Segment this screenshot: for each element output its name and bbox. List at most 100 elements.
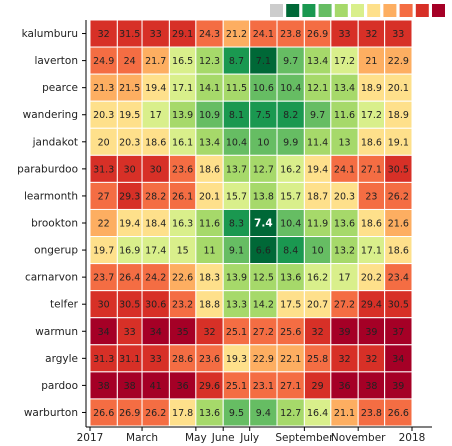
cell-value-label: 18.6 bbox=[199, 164, 220, 175]
cell-value-label: 17 bbox=[150, 110, 162, 121]
cell-value-label: 19.7 bbox=[93, 246, 114, 257]
cell-value-label: 31.3 bbox=[93, 354, 114, 365]
heatmap-cell bbox=[116, 208, 143, 238]
cell-value-label: 22.6 bbox=[172, 273, 193, 284]
cell-value-label: 12.7 bbox=[280, 408, 301, 419]
heatmap-cell bbox=[222, 73, 251, 102]
heatmap-cell bbox=[249, 19, 278, 48]
cell-value-label: 34 bbox=[392, 354, 404, 365]
cell-value-label: 27.2 bbox=[334, 300, 355, 311]
heatmap-cell bbox=[249, 344, 278, 373]
cell-value-label: 19.1 bbox=[388, 137, 409, 148]
heatmap-cell bbox=[89, 317, 118, 346]
x-tick-label: 2018 bbox=[399, 432, 426, 444]
cell-value-label: 10.4 bbox=[280, 219, 301, 230]
cell-value-label: 13.6 bbox=[334, 219, 355, 230]
cell-value-label: 29.3 bbox=[119, 191, 140, 202]
row-label: warburton bbox=[24, 407, 78, 419]
cell-value-label: 15.7 bbox=[280, 191, 301, 202]
cell-value-label: 41 bbox=[150, 381, 162, 392]
cell-value-label: 21.6 bbox=[388, 219, 409, 230]
heatmap-cell bbox=[303, 46, 332, 75]
cell-value-label: 19.3 bbox=[226, 354, 247, 365]
cell-value-label: 13.2 bbox=[334, 246, 355, 257]
heatmap-cell bbox=[384, 46, 413, 75]
cell-value-label: 28.2 bbox=[145, 191, 166, 202]
heatmap-cell bbox=[195, 371, 224, 400]
cell-value-label: 32 bbox=[98, 29, 110, 40]
heatmap-cell bbox=[330, 46, 359, 75]
cell-value-label: 29.1 bbox=[172, 29, 193, 40]
cell-value-label: 10 bbox=[312, 246, 324, 257]
cell-value-label: 10.4 bbox=[226, 137, 247, 148]
cell-value-label: 24 bbox=[124, 56, 136, 67]
heatmap-cell bbox=[168, 154, 197, 183]
cell-value-label: 16.9 bbox=[119, 246, 140, 257]
cell-value-label: 21.5 bbox=[119, 83, 140, 94]
row-label: pardoo bbox=[41, 380, 78, 392]
cell-value-label: 8.3 bbox=[229, 219, 244, 230]
legend-swatch bbox=[286, 4, 300, 17]
cell-value-label: 13.7 bbox=[226, 164, 247, 175]
cell-value-label: 27.1 bbox=[280, 381, 301, 392]
cell-value-label: 23.6 bbox=[172, 164, 193, 175]
heatmap-cell bbox=[330, 317, 359, 346]
cell-value-label: 8.4 bbox=[283, 246, 298, 257]
heatmap-cell bbox=[384, 154, 413, 183]
cell-value-label: 23.2 bbox=[172, 300, 193, 311]
cell-value-label: 22.9 bbox=[253, 354, 274, 365]
cell-value-label: 11.6 bbox=[334, 110, 355, 121]
x-tick-label: March bbox=[126, 432, 158, 444]
heatmap-cell bbox=[276, 398, 305, 427]
cell-value-label: 30 bbox=[124, 164, 136, 175]
cell-value-label: 13.9 bbox=[172, 110, 193, 121]
cell-value-label: 18.6 bbox=[361, 137, 382, 148]
cell-value-label: 17.2 bbox=[361, 110, 382, 121]
heatmap-cell bbox=[141, 46, 170, 75]
cell-value-label: 25.1 bbox=[226, 327, 247, 338]
cell-value-label: 27 bbox=[98, 191, 110, 202]
cell-value-label: 9.7 bbox=[283, 56, 298, 67]
heatmap-cell bbox=[330, 263, 359, 292]
heatmap-cell bbox=[357, 398, 386, 427]
heatmap-cell bbox=[89, 398, 118, 427]
heatmap-cell bbox=[357, 46, 386, 75]
cell-value-label: 26.6 bbox=[388, 408, 409, 419]
cell-value-label: 36 bbox=[177, 381, 189, 392]
cell-value-label: 18.6 bbox=[145, 137, 166, 148]
heatmap-cell bbox=[168, 19, 197, 48]
cell-value-label: 23.4 bbox=[388, 273, 409, 284]
cell-value-label: 23.7 bbox=[93, 273, 114, 284]
cell-value-label: 32 bbox=[365, 29, 377, 40]
heatmap-cell bbox=[222, 19, 251, 48]
cell-value-label: 18.8 bbox=[199, 300, 220, 311]
cell-value-label: 20.3 bbox=[334, 191, 355, 202]
heatmap-cell bbox=[303, 127, 332, 156]
heatmap-cell bbox=[116, 73, 143, 102]
cell-value-label: 39 bbox=[338, 327, 350, 338]
cell-value-label: 10.6 bbox=[253, 83, 274, 94]
cell-value-label: 17.1 bbox=[172, 83, 193, 94]
cell-value-label: 27.1 bbox=[361, 164, 382, 175]
cell-value-label: 33 bbox=[124, 327, 136, 338]
row-label: kalumburu bbox=[22, 28, 78, 40]
heatmap-cell bbox=[141, 398, 170, 427]
cell-value-label: 24.1 bbox=[253, 29, 274, 40]
cell-value-label: 19.4 bbox=[119, 219, 140, 230]
legend-swatch bbox=[415, 4, 429, 17]
heatmap-cell bbox=[330, 181, 359, 210]
cell-value-label: 22.9 bbox=[388, 56, 409, 67]
heatmap-cell bbox=[222, 181, 251, 210]
heatmap-cell bbox=[357, 317, 386, 346]
heatmap-cell bbox=[249, 73, 278, 102]
heatmap-cell bbox=[195, 263, 224, 292]
heatmap-cell bbox=[89, 154, 118, 183]
heatmap-cell bbox=[249, 208, 278, 238]
cell-value-label: 9.4 bbox=[256, 408, 271, 419]
row-label: paraburdoo bbox=[17, 163, 78, 175]
heatmap-cell bbox=[89, 236, 118, 265]
row-label: brookton bbox=[31, 218, 78, 230]
heatmap-cell bbox=[276, 100, 305, 129]
cell-value-label: 13.3 bbox=[226, 300, 247, 311]
cell-value-label: 15.7 bbox=[226, 191, 247, 202]
